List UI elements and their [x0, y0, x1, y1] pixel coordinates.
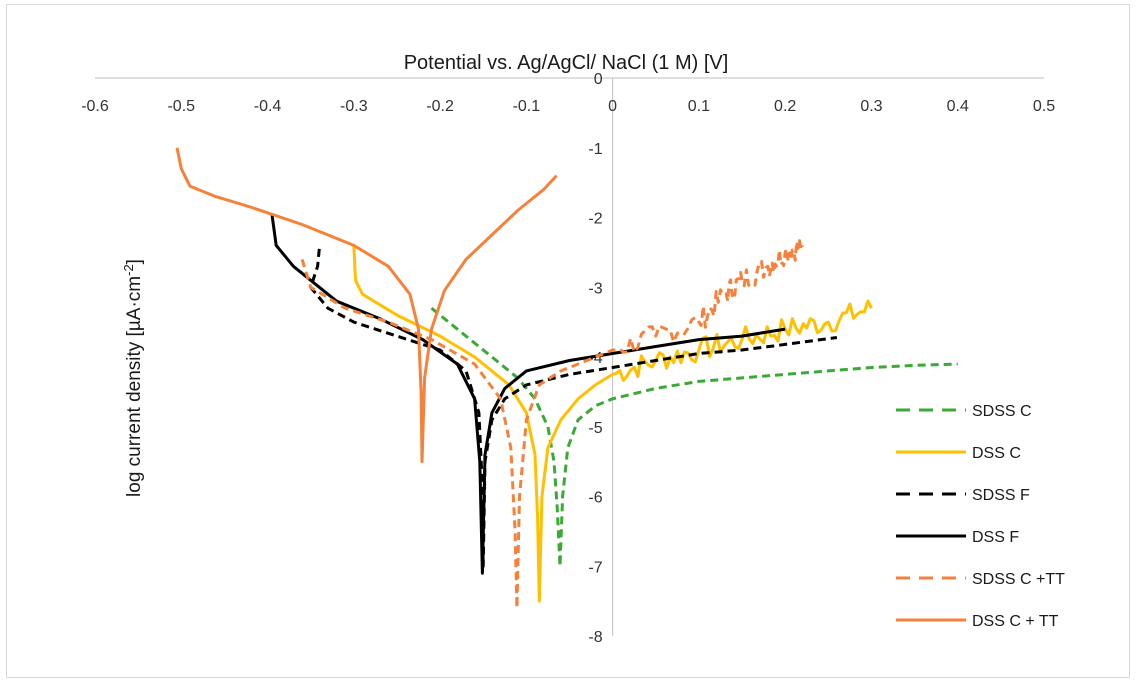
y-tick-label: -7 — [588, 559, 602, 576]
legend-label: DSS C — [972, 445, 1021, 462]
legend-label: SDSS C — [972, 403, 1032, 420]
chart-area — [6, 4, 1130, 678]
legend: SDSS C DSS C SDSS F DSS F SDSS C +TT DSS C + … — [896, 403, 1065, 630]
series-line-1 — [352, 245, 873, 603]
x-tick-label: -0.3 — [340, 98, 368, 115]
y-tick-label: -1 — [588, 141, 602, 158]
y-tick-label: -5 — [588, 420, 602, 437]
y-tick-label: -2 — [588, 211, 602, 228]
y-tick-label: -8 — [588, 629, 602, 646]
series-line-5 — [175, 147, 558, 464]
x-tick-label: 0.2 — [774, 98, 796, 115]
y-tick-label: -6 — [588, 490, 602, 507]
x-tick-label: -0.1 — [513, 98, 541, 115]
legend-label: SDSS F — [972, 487, 1030, 504]
series-line-4 — [300, 239, 804, 610]
x-tick-label: 0.5 — [1033, 98, 1055, 115]
series-line-3 — [270, 213, 786, 575]
x-tick-label: 0.4 — [947, 98, 969, 115]
legend-label: SDSS C +TT — [972, 571, 1065, 588]
y-tick-label: 0 — [594, 71, 603, 88]
chart-title: Potential vs. Ag/AgCl/ NaCl (1 M) [V] — [404, 52, 729, 74]
legend-label: DSS C + TT — [972, 613, 1059, 630]
legend-label: DSS F — [972, 529, 1019, 546]
series-line-0 — [430, 307, 958, 568]
x-tick-label: -0.4 — [254, 98, 282, 115]
x-tick-label: -0.6 — [81, 98, 109, 115]
y-axis-label: log current density [µA·cm-2] — [121, 259, 145, 497]
x-tick-label: -0.5 — [167, 98, 195, 115]
x-tick-labels: -0.6 -0.5 -0.4 -0.3 -0.2 -0.1 0 0.1 0.2 0.3 0.4 0.5 — [81, 98, 1055, 115]
y-tick-label: -3 — [588, 280, 602, 297]
x-tick-label: 0.1 — [688, 98, 710, 115]
x-tick-label: 0.3 — [860, 98, 882, 115]
series-layer — [175, 147, 958, 610]
axes — [95, 77, 1044, 636]
x-tick-label: -0.2 — [426, 98, 454, 115]
x-tick-label: 0 — [608, 98, 617, 115]
series-line-2 — [309, 248, 838, 568]
